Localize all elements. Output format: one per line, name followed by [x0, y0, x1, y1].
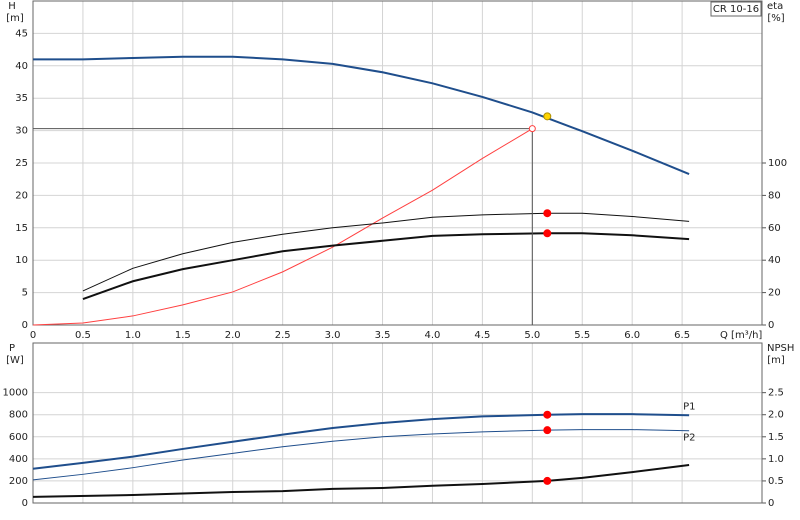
y2-tick-label: 0	[768, 320, 774, 331]
y-axis-unit: [W]	[6, 355, 24, 366]
y-tick-label: 45	[15, 28, 28, 39]
y2-tick-label: 0.5	[768, 476, 784, 487]
series-label: P2	[683, 433, 695, 444]
y-tick-label: 400	[9, 454, 28, 465]
series-line	[32, 429, 690, 481]
y-tick-label: 25	[15, 158, 28, 169]
point-marker	[543, 476, 552, 485]
y-tick-label: 0	[22, 498, 28, 509]
y2-tick-label: 2.5	[768, 388, 784, 399]
model-label: CR 10-16	[713, 4, 759, 15]
y2-axis-label: eta	[767, 1, 783, 12]
y2-axis-unit: [%]	[767, 13, 784, 24]
y2-tick-label: 1.5	[768, 432, 784, 443]
y2-axis-label: NPSH	[767, 343, 794, 354]
series-line	[82, 212, 690, 292]
series-line	[32, 413, 690, 470]
x-tick-label: 6.0	[624, 330, 640, 341]
y-tick-label: 10	[15, 255, 28, 266]
y2-tick-label: 40	[768, 255, 781, 266]
y2-tick-label: 20	[768, 288, 781, 299]
y2-tick-label: 100	[768, 158, 787, 169]
y-tick-label: 30	[15, 126, 28, 137]
y-tick-label: 40	[15, 61, 28, 72]
y2-tick-label: 60	[768, 223, 781, 234]
point-marker	[543, 426, 552, 435]
y-tick-label: 35	[15, 93, 28, 104]
x-tick-label: 1.0	[125, 330, 141, 341]
x-tick-label: 0.5	[75, 330, 91, 341]
series-line	[82, 232, 690, 301]
point-marker	[543, 229, 552, 238]
y-axis-unit: [m]	[6, 13, 24, 24]
x-tick-label: 3.5	[375, 330, 391, 341]
y-tick-label: 800	[9, 410, 28, 421]
x-tick-label: 3.0	[325, 330, 341, 341]
y-tick-label: 600	[9, 432, 28, 443]
x-tick-label: 5.0	[524, 330, 540, 341]
x-tick-label: 5.5	[574, 330, 590, 341]
y-tick-label: 1000	[3, 388, 28, 399]
y2-axis-unit: [m]	[767, 355, 785, 366]
series-line	[32, 128, 533, 326]
y2-tick-label: 0	[768, 498, 774, 509]
series-line	[32, 464, 690, 498]
y-tick-label: 5	[22, 288, 28, 299]
y-tick-label: 0	[22, 320, 28, 331]
y-axis-label: H	[8, 1, 16, 12]
y2-tick-label: 80	[768, 190, 781, 201]
x-tick-label: 4.0	[424, 330, 440, 341]
y-axis-label: P	[9, 343, 15, 354]
model-box	[710, 1, 762, 17]
x-tick-label: 2.0	[225, 330, 241, 341]
y-tick-label: 20	[15, 190, 28, 201]
plot-frame	[32, 0, 763, 326]
point-marker	[543, 112, 552, 121]
x-tick-label: 0	[30, 330, 36, 341]
x-tick-label: 6.5	[674, 330, 690, 341]
y2-tick-label: 2.0	[768, 410, 784, 421]
y-tick-label: 15	[15, 223, 28, 234]
plot-frame	[32, 342, 763, 504]
x-tick-label: 4.5	[474, 330, 490, 341]
series-label: P1	[683, 401, 695, 412]
x-tick-label: 1.5	[175, 330, 191, 341]
y-tick-label: 200	[9, 476, 28, 487]
x-axis-label: Q [m³/h]	[720, 330, 762, 341]
y2-tick-label: 1.0	[768, 454, 784, 465]
point-marker	[543, 410, 552, 419]
series-line	[33, 55, 690, 175]
point-marker	[543, 209, 552, 218]
point-marker	[528, 125, 536, 133]
x-tick-label: 2.5	[275, 330, 291, 341]
